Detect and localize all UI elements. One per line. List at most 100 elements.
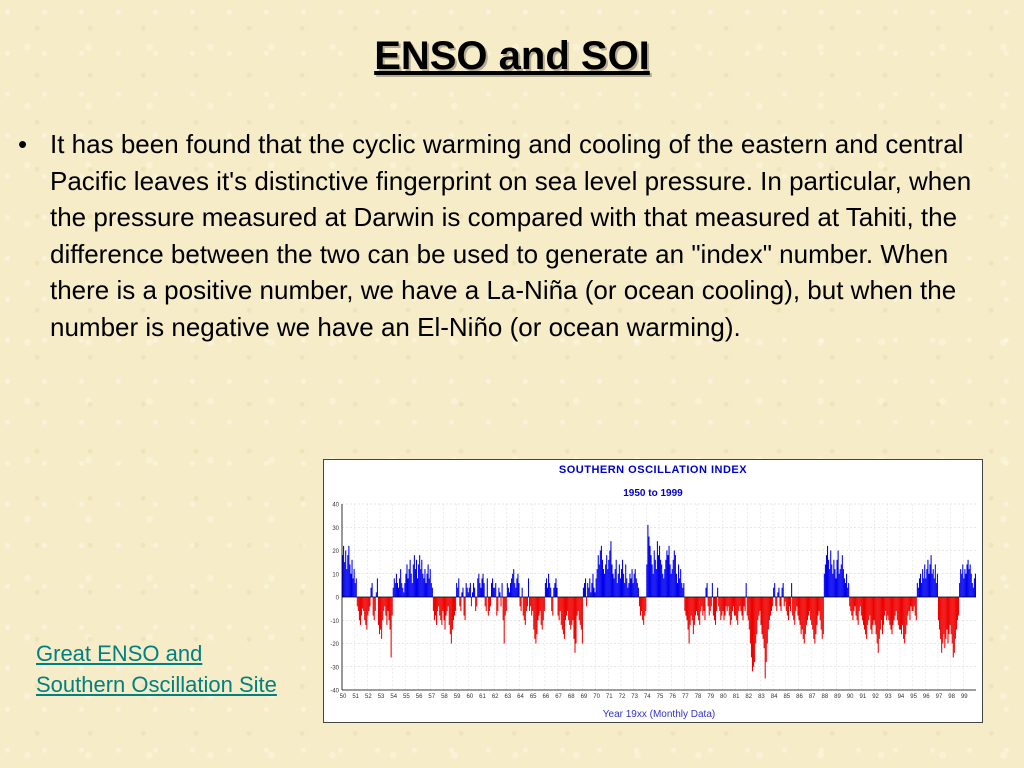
soi-bar [567, 597, 569, 611]
soi-bar [592, 573, 594, 597]
soi-bar [490, 583, 493, 597]
soi-bar [967, 559, 969, 597]
y-tick-label: 10 [332, 572, 339, 578]
soi-bar [367, 597, 369, 616]
soi-bar [878, 597, 880, 639]
soi-bar [521, 587, 523, 597]
soi-bar [595, 578, 597, 597]
soi-bar [477, 578, 479, 597]
soi-bar [347, 555, 349, 597]
soi-bar [952, 597, 954, 658]
soi-bar [685, 597, 687, 616]
soi-bar [632, 583, 634, 597]
soi-bar [651, 564, 653, 597]
soi-bar [478, 573, 480, 597]
chart-subtitle: 1950 to 1999 [623, 488, 683, 499]
soi-bar [954, 597, 956, 639]
soi-bar [383, 597, 385, 611]
x-tick-label: 66 [543, 694, 550, 700]
soi-bar [514, 583, 516, 597]
soi-bar [353, 569, 355, 597]
soi-bar [949, 597, 951, 625]
soi-bar [508, 592, 511, 597]
soi-bar [804, 597, 806, 635]
soi-bar [940, 597, 942, 639]
soi-bar [591, 583, 593, 597]
soi-bar [921, 583, 923, 597]
soi-bar [512, 573, 514, 597]
x-tick-label: 92 [872, 694, 879, 700]
soi-bar [445, 597, 447, 616]
soi-bar [495, 583, 497, 597]
soi-bar [796, 597, 798, 607]
soi-bar [532, 597, 534, 611]
soi-bar [358, 597, 360, 621]
soi-bar [865, 597, 867, 635]
soi-bar [385, 597, 387, 616]
soi-bar [886, 597, 888, 621]
soi-bar [681, 583, 683, 597]
soi-bar [748, 597, 750, 630]
soi-bar [522, 597, 524, 616]
soi-bar [816, 597, 818, 625]
soi-bar [935, 583, 937, 597]
x-tick-label: 50 [340, 694, 347, 700]
soi-bar [937, 597, 940, 621]
soi-bar [470, 597, 472, 607]
soi-bar [883, 597, 885, 625]
soi-bar [738, 597, 740, 611]
soi-bar [779, 597, 781, 607]
soi-bar [821, 597, 823, 639]
soi-bar [953, 597, 955, 653]
soi-bar [585, 578, 587, 597]
soi-bar [672, 559, 674, 597]
soi-bar [663, 578, 665, 597]
soi-bar [710, 597, 712, 607]
enso-site-link[interactable]: Great ENSO and Southern Oscillation Site [36, 641, 277, 697]
x-tick-label: 60 [466, 694, 473, 700]
soi-bar [630, 578, 632, 597]
soi-bar [568, 597, 570, 621]
soi-bar [626, 578, 628, 597]
soi-bar [905, 597, 907, 635]
soi-bar [583, 583, 586, 597]
soi-bar [911, 597, 913, 611]
soi-bar [737, 597, 739, 625]
x-tick-label: 83 [758, 694, 765, 700]
soi-bar [494, 587, 496, 597]
soi-bar [541, 597, 543, 630]
soi-bar [877, 597, 879, 653]
soi-bar [440, 597, 442, 621]
x-tick-label: 95 [910, 694, 917, 700]
soi-bar [403, 592, 405, 597]
soi-bar [467, 592, 469, 597]
y-tick-label: 40 [332, 503, 339, 509]
soi-bar [464, 597, 466, 621]
soi-bar [348, 545, 350, 597]
soi-bar [768, 597, 770, 621]
soi-bar [562, 597, 564, 635]
soi-bar [919, 573, 922, 597]
soi-bar [794, 597, 796, 625]
soi-bar [536, 597, 538, 635]
soi-bar [538, 597, 540, 616]
soi-bar [410, 573, 412, 597]
soi-bar [414, 569, 416, 597]
soi-bar [620, 569, 623, 597]
soi-bar [636, 583, 638, 597]
soi-bar [345, 550, 347, 597]
soi-bar [851, 597, 853, 616]
soi-bar [537, 597, 539, 621]
soi-bar [673, 550, 675, 597]
soi-bar [691, 597, 693, 621]
soi-bar [966, 564, 968, 597]
soi-bar [346, 569, 348, 597]
soi-bar [853, 597, 855, 611]
soi-bar [581, 597, 583, 644]
soi-bar [902, 597, 904, 625]
soi-bar [376, 578, 378, 597]
soi-bar [448, 597, 450, 625]
soi-bar [731, 597, 733, 611]
soi-bar [743, 597, 745, 607]
soi-bar [730, 597, 732, 621]
